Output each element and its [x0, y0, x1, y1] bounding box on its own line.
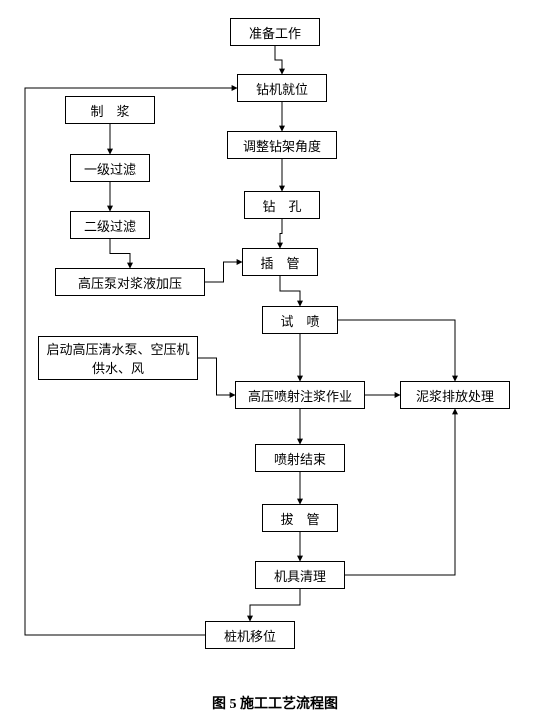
flowchart-node-r1: 泥浆排放处理	[400, 381, 510, 409]
figure-caption: 图 5 施工工艺流程图	[175, 693, 375, 713]
flowchart-node-n1: 准备工作	[230, 18, 320, 46]
flowchart-node-n11: 桩机移位	[205, 621, 295, 649]
flowchart-node-s4: 高压泵对浆液加压	[55, 268, 205, 296]
flowchart-node-n2: 钻机就位	[237, 74, 327, 102]
flowchart-node-n8: 喷射结束	[255, 444, 345, 472]
flowchart-node-n9: 拔 管	[262, 504, 338, 532]
flowchart-node-n7: 高压喷射注浆作业	[235, 381, 365, 409]
flowchart-node-n4: 钻 孔	[244, 191, 320, 219]
flowchart-node-s3: 二级过滤	[70, 211, 150, 239]
flowchart-node-s5: 启动高压清水泵、空压机供水、风	[38, 336, 198, 380]
flowchart-node-n3: 调整钻架角度	[227, 131, 337, 159]
flowchart-node-n5: 插 管	[242, 248, 318, 276]
flowchart-node-n10: 机具清理	[255, 561, 345, 589]
flowchart-node-n6: 试 喷	[262, 306, 338, 334]
flowchart-node-s1: 制 浆	[65, 96, 155, 124]
flowchart-node-s2: 一级过滤	[70, 154, 150, 182]
